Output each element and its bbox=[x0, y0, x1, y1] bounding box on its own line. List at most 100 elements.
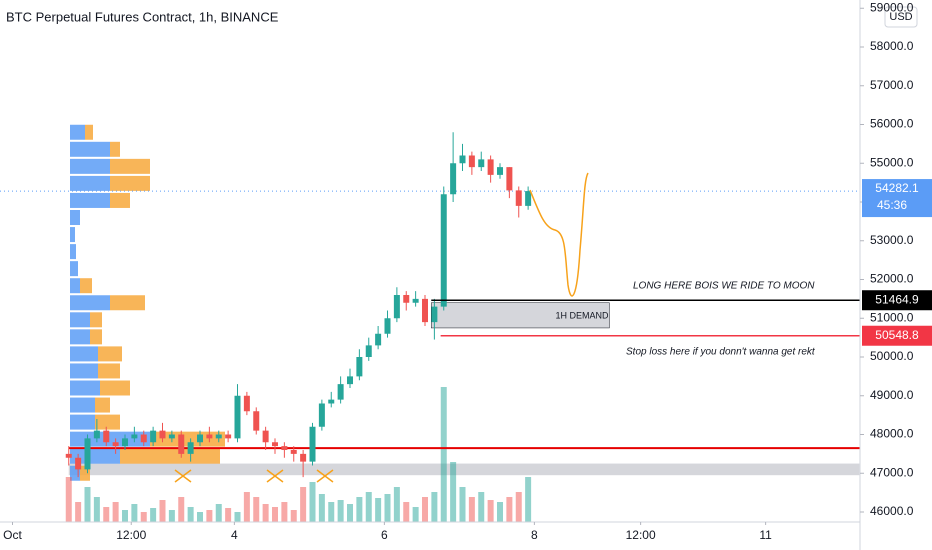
profile-up bbox=[70, 312, 90, 328]
volume-bar bbox=[159, 500, 166, 522]
profile-down bbox=[90, 329, 102, 345]
y-tick-label: 51000.0 bbox=[870, 310, 914, 324]
candle-body bbox=[450, 163, 457, 195]
volume-bar bbox=[75, 502, 82, 522]
last-price-box bbox=[862, 179, 932, 218]
profile-down bbox=[100, 380, 130, 396]
volume-bar bbox=[393, 487, 400, 522]
x-marks bbox=[174, 469, 334, 483]
y-tick-label: 52000.0 bbox=[870, 272, 914, 286]
candle-body bbox=[525, 191, 532, 206]
candle-body bbox=[150, 430, 157, 443]
profile-down bbox=[98, 346, 122, 362]
currency: USD bbox=[889, 11, 912, 23]
candle-body bbox=[112, 442, 119, 447]
volume-bar bbox=[412, 507, 419, 522]
profile-up bbox=[70, 158, 110, 174]
volume-bar bbox=[234, 512, 241, 522]
candle-body bbox=[178, 434, 185, 454]
volume-bar bbox=[290, 510, 297, 522]
candle-body bbox=[93, 430, 100, 439]
countdown: 45:36 bbox=[877, 198, 907, 212]
candle-body bbox=[431, 306, 438, 323]
volume-bar bbox=[318, 494, 325, 522]
x-tick-label: 12:00 bbox=[116, 528, 146, 542]
candle-body bbox=[337, 384, 344, 400]
currency-box[interactable] bbox=[884, 6, 918, 28]
volume-bar bbox=[225, 508, 232, 522]
profile-up bbox=[70, 124, 85, 140]
volume-bar bbox=[300, 487, 307, 522]
profile-up bbox=[70, 244, 76, 260]
candle-body bbox=[234, 395, 241, 439]
candle-body bbox=[506, 167, 513, 191]
candle-body bbox=[309, 426, 316, 462]
candle-body bbox=[497, 167, 503, 175]
profile-up bbox=[70, 448, 120, 464]
y-tick-label: 57000.0 bbox=[870, 78, 914, 92]
volume-bar bbox=[93, 497, 100, 522]
candle-body bbox=[356, 357, 363, 377]
y-tick-label: 55000.0 bbox=[870, 155, 914, 169]
volume-bar bbox=[431, 492, 438, 522]
back-layer bbox=[0, 124, 860, 522]
volume-bar bbox=[206, 510, 213, 522]
volume-bar bbox=[403, 502, 410, 522]
candle-body bbox=[84, 438, 91, 470]
y-tick-label: 58000.0 bbox=[870, 39, 914, 53]
y-tick-label: 50000.0 bbox=[870, 349, 914, 363]
profile-up bbox=[70, 210, 80, 226]
x-tick-label: 4 bbox=[231, 528, 238, 542]
profile-down bbox=[110, 158, 150, 174]
volume-bar bbox=[112, 502, 119, 522]
volume-bar bbox=[375, 498, 382, 522]
candle-body bbox=[140, 434, 147, 443]
candle-body bbox=[197, 434, 203, 443]
candle-body bbox=[459, 155, 466, 164]
candle-body bbox=[75, 457, 82, 470]
volume-bar bbox=[478, 492, 485, 522]
volume-bar bbox=[197, 512, 203, 522]
volume-bar bbox=[356, 497, 363, 522]
volume-bar bbox=[215, 504, 222, 522]
candle-body bbox=[318, 403, 325, 427]
annotation-stop: Stop loss here if you donn't wanna get r… bbox=[626, 347, 816, 358]
profile-down bbox=[80, 278, 92, 294]
candle-body bbox=[159, 430, 166, 439]
profile-up bbox=[70, 227, 75, 243]
price-label: 51464.9 bbox=[875, 292, 919, 306]
profile-up bbox=[70, 414, 95, 430]
profile-down bbox=[110, 192, 130, 208]
candle-body bbox=[440, 194, 447, 307]
profile-up bbox=[70, 141, 110, 157]
profile-down bbox=[120, 448, 220, 464]
volume-bar bbox=[243, 492, 250, 522]
candle-body bbox=[487, 159, 494, 175]
volume-bar bbox=[515, 492, 522, 522]
candle-body bbox=[515, 190, 522, 206]
projection-curve bbox=[529, 172, 589, 297]
profile-down bbox=[85, 124, 93, 140]
profile-down bbox=[95, 414, 120, 430]
volume-bar bbox=[337, 500, 344, 522]
candle-body bbox=[187, 442, 194, 454]
y-tick-label: 59000.0 bbox=[870, 0, 914, 14]
volume-bar bbox=[506, 497, 513, 522]
candle-body bbox=[262, 430, 269, 443]
volume-bar bbox=[253, 497, 260, 522]
zone bbox=[431, 302, 610, 329]
volume-bar bbox=[459, 487, 466, 522]
price-label-box bbox=[862, 290, 932, 311]
candle-body bbox=[375, 333, 382, 346]
candle-body bbox=[243, 395, 250, 412]
profile-down bbox=[90, 312, 102, 328]
candle-body bbox=[290, 450, 297, 454]
x-tick-label: Oct bbox=[3, 528, 22, 542]
volume-bar bbox=[187, 507, 194, 522]
volume-bar bbox=[422, 497, 428, 522]
main-layer bbox=[65, 132, 860, 478]
price-label: 50548.8 bbox=[875, 328, 919, 342]
profile-up bbox=[70, 363, 98, 379]
candle-body bbox=[468, 155, 475, 168]
